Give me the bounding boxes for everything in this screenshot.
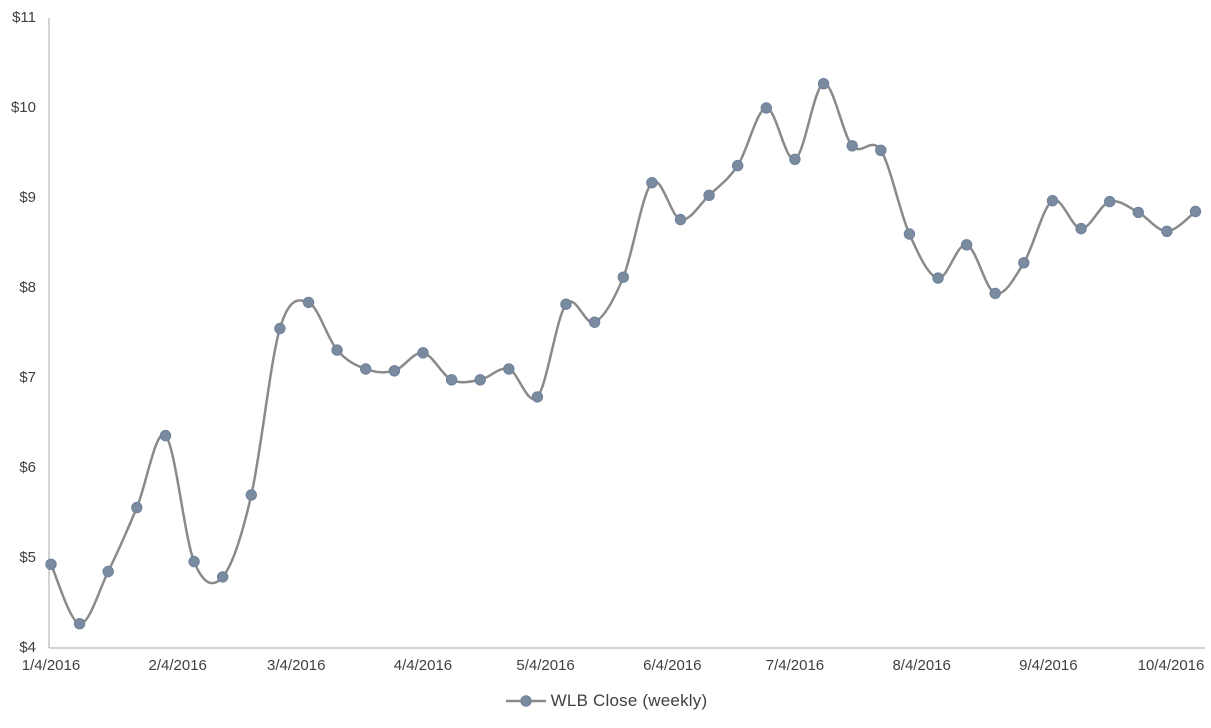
data-point-marker (274, 322, 286, 335)
legend-marker-icon (505, 695, 546, 707)
data-point-marker (1132, 206, 1145, 219)
data-point-marker (1075, 222, 1087, 235)
data-point-marker (903, 228, 916, 240)
data-point-marker (703, 189, 715, 202)
data-point-marker (674, 213, 687, 226)
data-point-marker (960, 239, 973, 251)
y-axis-tick-label: $4 (19, 639, 36, 656)
data-point-marker (73, 618, 86, 630)
data-point-marker (1104, 195, 1116, 208)
data-point-marker (588, 316, 601, 328)
data-point-marker (474, 374, 486, 386)
data-point-marker (388, 365, 401, 377)
y-axis-tick-label: $10 (11, 99, 36, 116)
data-point-marker (560, 298, 572, 310)
y-axis-tick-label: $6 (19, 459, 36, 476)
data-point-marker (131, 501, 143, 514)
data-point-marker (503, 363, 515, 375)
x-axis-tick-label: 7/4/2016 (766, 657, 824, 674)
data-point-marker (617, 271, 629, 283)
data-point-marker (760, 102, 772, 114)
data-point-marker (531, 391, 544, 403)
data-point-marker (245, 489, 258, 501)
data-point-marker (846, 140, 858, 152)
y-axis-tick-label: $7 (19, 369, 36, 386)
data-point-marker (360, 363, 372, 375)
data-point-marker (45, 558, 57, 570)
series-line (49, 82, 1197, 625)
x-axis-tick-label: 4/4/2016 (394, 657, 452, 674)
x-axis-tick-label: 2/4/2016 (149, 657, 207, 674)
data-point-marker (817, 78, 830, 90)
legend: WLB Close (weekly) (0, 691, 1211, 711)
x-axis-tick-label: 3/4/2016 (267, 657, 325, 674)
x-axis-tick-label: 1/4/2016 (22, 657, 80, 674)
x-axis-tick-label: 10/4/2016 (1138, 657, 1205, 674)
data-point-marker (331, 344, 343, 356)
data-point-marker (646, 177, 658, 189)
line-chart-svg: $4 $5 $6 $7 $8 $9 $10 $11 1/4/2016 2/4/2016 3/4/20… (11, 9, 1205, 674)
y-axis-tick-label: $8 (19, 279, 36, 296)
x-axis-tick-label: 9/4/2016 (1019, 657, 1077, 674)
legend-label: WLB Close (weekly) (550, 691, 708, 710)
data-point-marker (732, 159, 744, 172)
data-point-marker (1018, 257, 1030, 269)
x-axis-tick-label: 8/4/2016 (892, 657, 950, 674)
data-point-marker (159, 429, 172, 442)
data-point-marker (188, 555, 200, 568)
data-point-marker (989, 287, 1001, 300)
x-axis-tick-label: 6/4/2016 (643, 657, 701, 674)
data-point-marker (302, 296, 315, 309)
y-axis-tick-label: $5 (19, 549, 36, 566)
data-point-marker (1161, 225, 1173, 238)
y-axis-tick-label: $11 (12, 9, 36, 26)
x-axis-tick-label: 5/4/2016 (516, 657, 574, 674)
data-point-marker (445, 374, 458, 386)
data-point-marker (1189, 205, 1202, 218)
data-point-marker (217, 571, 229, 583)
data-point-marker (1046, 195, 1059, 207)
data-point-marker (789, 153, 801, 166)
y-axis-tick-label: $9 (19, 189, 36, 206)
data-point-marker (875, 144, 887, 157)
data-point-marker (932, 272, 944, 284)
data-point-marker (102, 565, 114, 578)
data-point-marker (417, 347, 429, 359)
